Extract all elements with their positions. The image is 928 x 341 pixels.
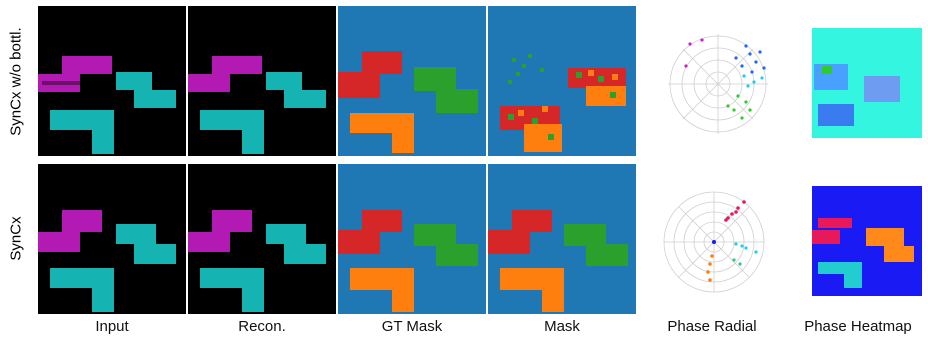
orange-speckles <box>518 70 618 116</box>
row1-gtmask-image <box>338 51 478 153</box>
noisy-right-2 <box>586 86 626 106</box>
heatmap-block-c <box>818 104 854 126</box>
green-speckles <box>508 54 616 140</box>
orange-region <box>350 113 414 153</box>
column-label-phase-radial: Phase Radial <box>667 318 757 335</box>
row1-mask-panel <box>488 6 636 156</box>
column-label-recon: Recon. <box>238 318 286 335</box>
row1-input-panel <box>38 6 186 156</box>
cyan-block-bottom <box>50 110 114 154</box>
heatmap-pink-top <box>818 218 852 228</box>
row1-phase-radial-plot <box>668 34 768 134</box>
cyan-block-bottom <box>200 268 264 312</box>
heatmap-orange-a <box>866 228 904 246</box>
red-region <box>488 210 552 254</box>
cyan-block-right <box>116 224 176 264</box>
orange-points <box>706 254 714 282</box>
noisy-bottom-2 <box>524 124 562 152</box>
row1-phase-heatmap-panel <box>788 6 928 156</box>
red-region <box>338 210 402 254</box>
row1-recon-panel <box>188 6 336 156</box>
green-region <box>564 224 628 266</box>
heatmap-cyan-a <box>818 262 862 274</box>
row2-mask-image <box>488 210 628 312</box>
row2-phase-radial-plot <box>663 191 765 293</box>
row-label-1-text: SynCx w/o bottl. <box>7 26 25 136</box>
red-region <box>338 51 402 98</box>
row2-phase-heatmap-image <box>812 186 922 296</box>
heatmap-orange-b <box>884 246 914 262</box>
green-region <box>414 67 478 113</box>
magenta-block <box>38 210 102 252</box>
row1-recon-image <box>188 56 326 154</box>
green-region <box>414 224 478 266</box>
orange-region <box>350 268 414 312</box>
row-label-2: SynCx <box>2 163 30 313</box>
green-points <box>732 258 742 266</box>
green-points <box>726 94 752 120</box>
row-label-1: SynCx w/o bottl. <box>2 5 30 157</box>
polar-grid <box>668 34 768 134</box>
row2-phase-radial-panel <box>638 164 786 314</box>
noisy-right <box>568 68 626 88</box>
cyan-block-right <box>266 224 326 264</box>
row1-input-image <box>38 56 176 154</box>
orange-region <box>500 268 564 312</box>
row2-recon-image <box>188 210 326 312</box>
heatmap-pink-left <box>812 230 840 244</box>
row2-mask-panel <box>488 164 636 314</box>
heatmap-cyan-b <box>844 274 862 288</box>
blue-points <box>734 44 766 74</box>
heatmap-green-patch <box>822 66 832 74</box>
column-label-gt-mask: GT Mask <box>381 318 443 335</box>
row2-gtmask-panel <box>338 164 486 314</box>
row1-gtmask-panel <box>338 6 486 156</box>
pink-points <box>724 200 746 222</box>
center-point <box>712 240 716 244</box>
cyan-block-bottom <box>50 268 114 312</box>
magenta-points <box>684 38 704 68</box>
row1-phase-heatmap-image <box>812 28 922 138</box>
magenta-block <box>188 56 262 92</box>
row1-phase-radial-panel <box>638 6 786 156</box>
heatmap-block-b <box>864 76 900 102</box>
row2-phase-heatmap-panel <box>788 164 928 314</box>
row2-input-panel <box>38 164 186 314</box>
row1-mask-image <box>500 54 626 152</box>
row-label-2-text: SynCx <box>7 215 25 261</box>
row2-input-image <box>38 210 176 312</box>
row2-gtmask-image <box>338 210 478 312</box>
column-label-phase-heatmap: Phase Heatmap <box>804 318 912 335</box>
cyan-points <box>734 242 758 254</box>
magenta-block <box>38 56 112 92</box>
cyan-block-right <box>116 72 176 108</box>
cyan-block-bottom <box>200 110 264 154</box>
column-label-mask: Mask <box>544 318 580 335</box>
cyan-points <box>742 74 764 88</box>
column-label-input: Input <box>95 318 129 335</box>
magenta-block <box>188 210 252 252</box>
cyan-block-right <box>266 72 326 108</box>
row2-recon-panel <box>188 164 336 314</box>
